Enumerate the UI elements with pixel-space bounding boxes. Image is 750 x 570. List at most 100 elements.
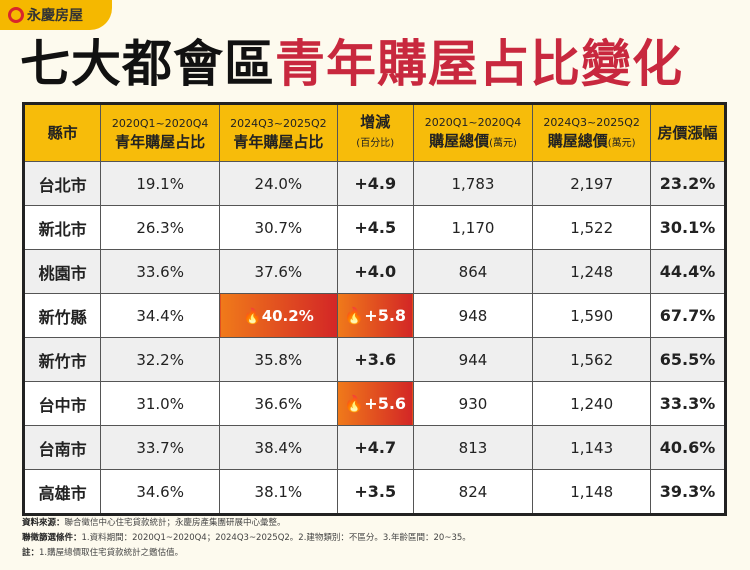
header-unit: (萬元) (489, 138, 517, 149)
cell-value: 944 (458, 350, 488, 369)
cell-p2024: 1,240 (532, 381, 652, 426)
fire-icon: 🔥 (344, 306, 365, 325)
logo-mark-icon (8, 7, 24, 23)
cell-value: +5.6 (364, 394, 407, 413)
note-label: 資料來源： (22, 518, 65, 528)
cell-value: +4.5 (354, 218, 397, 237)
cell-value: 65.5% (659, 350, 716, 369)
cell-rise: 33.3% (650, 381, 726, 426)
cell-change: 🔥+5.6 (336, 381, 414, 426)
cell-value: 37.6% (254, 262, 303, 281)
column-header: 2024Q3~2025Q2 購屋總價(萬元) (532, 103, 652, 162)
header-sub: 2024Q3~2025Q2 (543, 116, 640, 129)
cell-p2020: 1,170 (412, 205, 534, 250)
cell-value: 948 (458, 306, 488, 325)
cell-s2024: 36.6% (219, 381, 338, 426)
cell-p2024: 1,562 (532, 337, 652, 382)
table-row: 台中市 31.0% 36.6% 🔥+5.6 930 1,240 33.3% (22, 381, 726, 426)
cell-p2020: 930 (412, 381, 534, 426)
cell-value: +5.8 (364, 306, 407, 325)
header-sub: 2020Q1~2020Q4 (111, 117, 209, 130)
header-main: 縣市 (47, 123, 78, 142)
cell-value: 33.6% (136, 262, 184, 281)
cell-s2024: 37.6% (219, 249, 338, 294)
note-label: 聯徵篩選條件： (22, 533, 82, 543)
cell-s2020: 19.1% (100, 161, 220, 206)
cell-value: 32.2% (136, 350, 184, 369)
cell-value: 1,783 (451, 174, 495, 193)
column-header: 2020Q1~2020Q4 青年購屋占比 (100, 103, 220, 162)
table-row: 高雄市 34.6% 38.1% +3.5 824 1,148 39.3% (22, 469, 726, 515)
cell-p2024: 1,148 (532, 469, 652, 515)
header-main: 房價漲幅 (657, 123, 718, 142)
header-sub: 2020Q1~2020Q4 (424, 116, 522, 129)
cell-p2020: 813 (412, 425, 534, 470)
cell-value: 桃園市 (38, 263, 87, 283)
cell-s2020: 33.6% (100, 249, 220, 294)
cell-city: 新竹縣 (22, 293, 102, 338)
cell-city: 高雄市 (22, 469, 102, 515)
cell-value: 26.3% (136, 218, 184, 237)
cell-value: 31.0% (136, 394, 184, 413)
cell-value: 35.8% (254, 350, 303, 369)
table-row: 新竹縣 34.4% 🔥40.2% 🔥+5.8 948 1,590 67.7% (22, 293, 726, 338)
cell-p2024: 1,248 (532, 249, 652, 294)
cell-rise: 65.5% (650, 337, 726, 382)
data-table: 縣市 2020Q1~2020Q4 青年購屋占比 2024Q3~2025Q2 青年購屋占比… (22, 102, 727, 516)
cell-value: 44.4% (659, 262, 716, 281)
cell-value: 30.7% (254, 218, 303, 237)
cell-city: 新北市 (22, 205, 102, 250)
header-main: 購屋總價 (547, 132, 608, 150)
cell-value: +4.9 (354, 174, 397, 193)
cell-s2020: 33.7% (100, 425, 220, 470)
cell-rise: 40.6% (650, 425, 726, 470)
table-row: 桃園市 33.6% 37.6% +4.0 864 1,248 44.4% (22, 249, 726, 294)
note-line: 註：1.購屋總價取住宅貸款統計之鑑估值。 (22, 546, 471, 561)
cell-value: 新北市 (38, 219, 87, 239)
cell-s2024: 38.4% (219, 425, 338, 470)
cell-value: 33.3% (659, 394, 716, 413)
cell-value: 33.7% (136, 438, 184, 457)
cell-value: 1,170 (451, 218, 495, 237)
cell-rise: 44.4% (650, 249, 726, 294)
cell-s2020: 26.3% (100, 205, 220, 250)
cell-s2020: 32.2% (100, 337, 220, 382)
cell-value: 864 (458, 262, 488, 281)
note-label: 註： (22, 548, 40, 558)
cell-s2024: 24.0% (219, 161, 338, 206)
cell-value: 34.4% (136, 306, 184, 325)
cell-value: 34.6% (136, 482, 184, 501)
cell-value: +3.5 (354, 482, 397, 501)
cell-value: 36.6% (254, 394, 303, 413)
page-title: 七大都會區青年購屋占比變化 (20, 36, 683, 92)
cell-value: 67.7% (659, 306, 716, 325)
column-header: 2020Q1~2020Q4 購屋總價(萬元) (412, 103, 534, 162)
table-row: 台南市 33.7% 38.4% +4.7 813 1,143 40.6% (22, 425, 726, 470)
cell-rise: 39.3% (650, 469, 726, 515)
note-line: 聯徵篩選條件：1.資料期間：2020Q1~2020Q4；2024Q3~2025Q… (22, 531, 471, 546)
cell-value: 824 (458, 482, 488, 501)
column-header: 增減 (百分比) (336, 103, 414, 162)
cell-value: 高雄市 (38, 483, 87, 503)
cell-value: 24.0% (254, 174, 303, 193)
cell-s2024: 🔥40.2% (219, 293, 338, 338)
cell-value: 30.1% (659, 218, 716, 237)
cell-p2024: 1,143 (532, 425, 652, 470)
cell-value: 2,197 (570, 174, 614, 193)
cell-p2020: 824 (412, 469, 534, 515)
cell-value: +3.6 (354, 350, 397, 369)
cell-change: 🔥+5.8 (336, 293, 414, 338)
cell-city: 台中市 (22, 381, 102, 426)
cell-value: 40.6% (659, 438, 716, 457)
cell-p2020: 1,783 (412, 161, 534, 206)
cell-city: 台南市 (22, 425, 102, 470)
cell-value: 38.1% (254, 482, 303, 501)
note-text: 1.購屋總價取住宅貸款統計之鑑估值。 (39, 548, 184, 558)
cell-value: 813 (458, 438, 488, 457)
cell-p2024: 2,197 (532, 161, 652, 206)
note-line: 資料來源：聯合徵信中心住宅貸款統計；永慶房產集團研展中心彙整。 (22, 516, 471, 531)
cell-value: 40.2% (261, 306, 314, 325)
cell-value: 台中市 (38, 395, 87, 415)
fire-icon: 🔥 (243, 306, 262, 325)
logo: 永慶房屋 (0, 0, 112, 30)
